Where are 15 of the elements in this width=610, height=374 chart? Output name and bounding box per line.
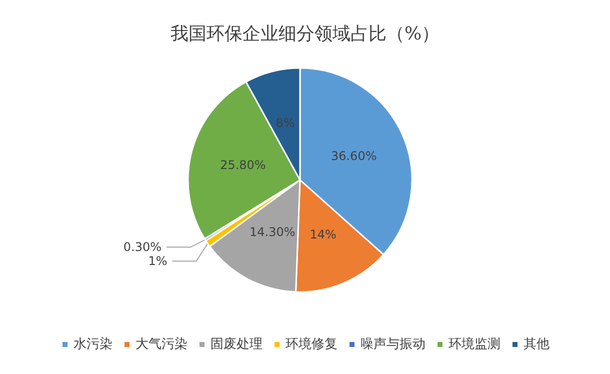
legend-label: 水污染	[74, 337, 112, 352]
data-label: 8%	[276, 116, 295, 130]
data-label: 14%	[310, 227, 336, 242]
legend-label: 其他	[524, 337, 550, 352]
data-label: 1%	[148, 254, 168, 268]
data-label: 25.80%	[220, 158, 266, 172]
data-label: 14.30%	[250, 225, 296, 240]
legend-label: 大气污染	[136, 337, 188, 352]
legend-label: 环境监测	[448, 336, 500, 352]
data-label: 0.30%	[123, 240, 162, 254]
legend-label: 环境修复	[286, 336, 338, 352]
data-label: 36.60%	[330, 148, 377, 163]
chart-title: 我国环保企业细分领域占比（%）	[170, 24, 440, 44]
legend-label: 噪声与振动	[360, 337, 426, 352]
legend-label: 固废处理	[210, 337, 262, 352]
